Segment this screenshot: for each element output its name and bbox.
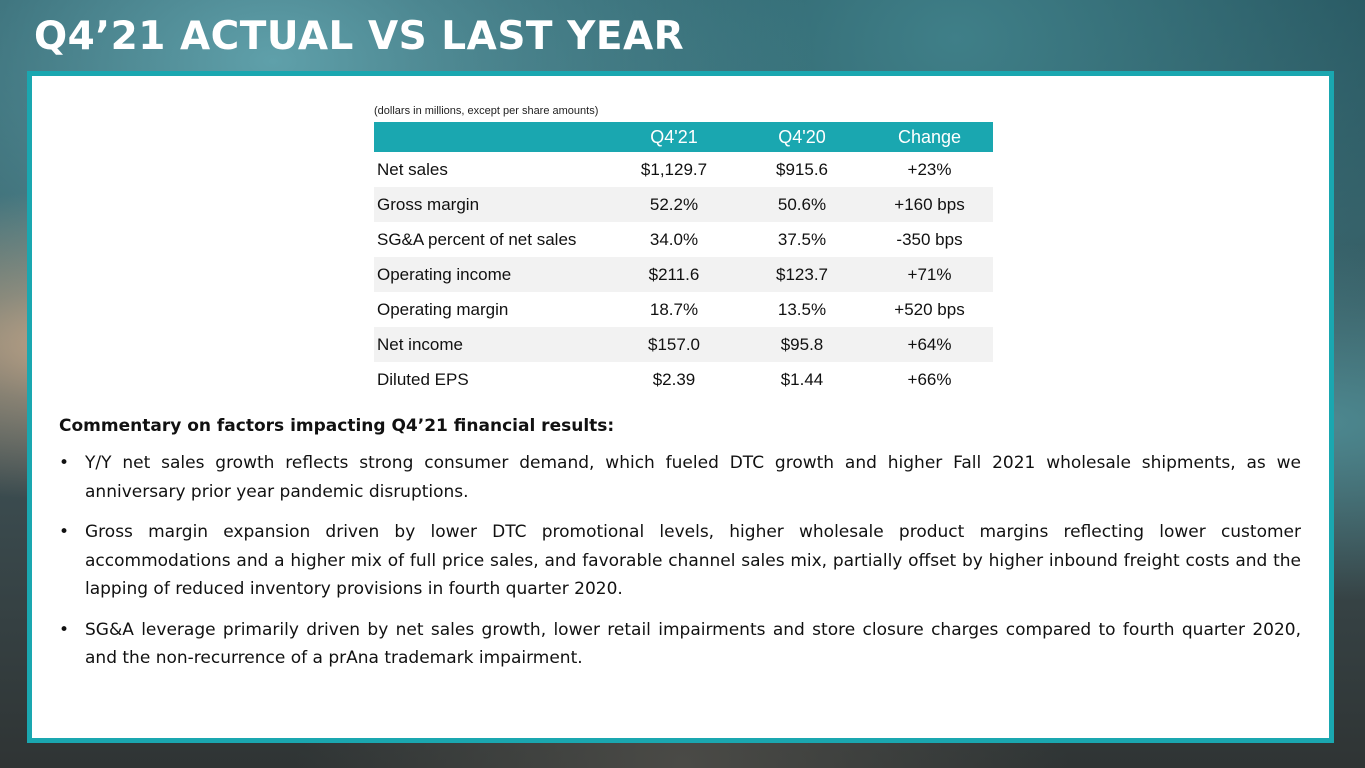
- cell-q4-21: 34.0%: [649, 229, 699, 249]
- cell-q4-21: 18.7%: [649, 299, 699, 319]
- header-q4-20: Q4'20: [738, 122, 866, 152]
- table-row: SG&A percent of net sales 34.0% 37.5% -3…: [374, 222, 993, 257]
- table-row: Operating margin 18.7% 13.5% +520 bps: [374, 292, 993, 327]
- list-item: • Gross margin expansion driven by lower…: [59, 518, 1301, 604]
- header-q4-21: Q4'21: [610, 122, 738, 152]
- commentary-list: • Y/Y net sales growth reflects strong c…: [59, 449, 1301, 673]
- table-row: Net sales $1,129.7 $915.6 +23%: [374, 152, 993, 187]
- cell-change: +71%: [866, 257, 993, 292]
- cell-q4-20: 13.5%: [777, 299, 827, 319]
- bullet-icon: •: [59, 619, 70, 640]
- cell-change: -350 bps: [896, 229, 963, 249]
- row-label: Operating margin: [377, 299, 509, 319]
- bullet-icon: •: [59, 522, 70, 542]
- table-row: Gross margin 52.2% 50.6% +160 bps: [374, 187, 993, 222]
- cell-change: +66%: [907, 369, 952, 389]
- row-label: Net sales: [377, 159, 448, 179]
- table-row: Net income $157.0 $95.8 +64%: [374, 327, 993, 362]
- header-change: Change: [866, 122, 993, 152]
- cell-q4-20: $123.7: [738, 257, 866, 292]
- bullet-icon: •: [59, 453, 70, 473]
- cell-q4-21: $157.0: [610, 327, 738, 362]
- table-header-row: Q4'21 Q4'20 Change: [374, 122, 993, 152]
- row-label: SG&A percent of net sales: [377, 229, 577, 249]
- cell-q4-20: $95.8: [738, 327, 866, 362]
- row-label: Operating income: [374, 257, 610, 292]
- cell-change: +64%: [866, 327, 993, 362]
- cell-change: +23%: [907, 159, 952, 179]
- cell-q4-20: 50.6%: [738, 187, 866, 222]
- commentary-heading: Commentary on factors impacting Q4’21 fi…: [59, 416, 615, 436]
- cell-change: +520 bps: [894, 299, 965, 319]
- cell-q4-21: $211.6: [610, 257, 738, 292]
- cell-change: +160 bps: [866, 187, 993, 222]
- content-panel: (dollars in millions, except per share a…: [27, 71, 1334, 743]
- table-row: Diluted EPS $2.39 $1.44 +66%: [374, 362, 993, 397]
- cell-q4-21: $1,129.7: [640, 159, 708, 179]
- bullet-text: Y/Y net sales growth reflects strong con…: [85, 453, 1301, 502]
- cell-q4-21: $2.39: [652, 369, 696, 389]
- row-label: Net income: [374, 327, 610, 362]
- cell-q4-20: $915.6: [776, 159, 828, 179]
- list-item: • SG&A leverage primarily driven by net …: [59, 616, 1301, 673]
- cell-q4-20: 37.5%: [777, 229, 827, 249]
- list-item: • Y/Y net sales growth reflects strong c…: [59, 449, 1301, 506]
- header-label: [374, 122, 610, 152]
- row-label: Gross margin: [374, 187, 610, 222]
- bullet-text: SG&A leverage primarily driven by net sa…: [85, 619, 1301, 669]
- commentary-section: Commentary on factors impacting Q4’21 fi…: [59, 416, 1301, 685]
- table-row: Operating income $211.6 $123.7 +71%: [374, 257, 993, 292]
- bullet-text: Gross margin expansion driven by lower D…: [85, 522, 1301, 599]
- units-note: (dollars in millions, except per share a…: [374, 105, 599, 117]
- page-title: Q4’21 ACTUAL VS LAST YEAR: [34, 14, 685, 59]
- row-label: Diluted EPS: [377, 369, 469, 389]
- cell-q4-20: $1.44: [780, 369, 824, 389]
- cell-q4-21: 52.2%: [610, 187, 738, 222]
- financial-table: Q4'21 Q4'20 Change Net sales $1,129.7 $9…: [374, 122, 993, 397]
